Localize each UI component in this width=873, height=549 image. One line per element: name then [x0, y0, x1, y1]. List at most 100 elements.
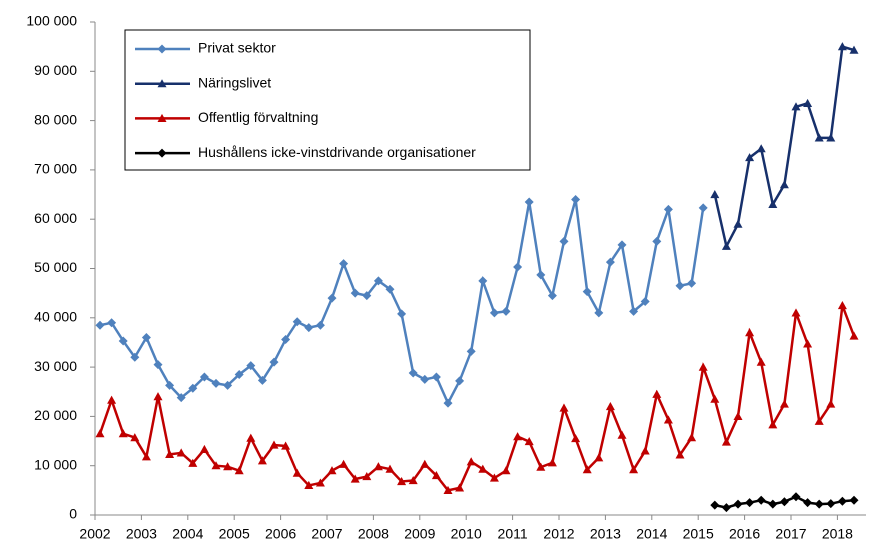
point: [547, 458, 557, 467]
point: [165, 380, 175, 390]
point: [745, 153, 755, 162]
x-tick-label: 2013: [590, 526, 621, 542]
point: [733, 219, 743, 228]
point: [675, 450, 685, 459]
point: [373, 276, 383, 286]
x-tick-label: 2018: [822, 526, 853, 542]
point: [315, 320, 325, 330]
point: [733, 411, 743, 420]
y-tick-label: 40 000: [34, 309, 77, 325]
point: [663, 415, 673, 424]
point: [849, 45, 859, 54]
point: [524, 197, 534, 207]
point: [629, 465, 639, 474]
point: [397, 476, 407, 486]
point: [373, 462, 383, 471]
point: [304, 480, 314, 490]
point: [791, 102, 801, 111]
point: [536, 270, 546, 280]
point: [803, 339, 813, 348]
point: [814, 499, 824, 509]
legend-label: Privat sektor: [198, 40, 276, 56]
point: [95, 429, 105, 438]
legend-label: Offentlig förvaltning: [198, 109, 318, 125]
point: [95, 320, 105, 330]
point: [130, 433, 140, 442]
point: [269, 440, 279, 449]
point: [431, 372, 441, 382]
point: [663, 204, 673, 214]
point: [687, 433, 697, 442]
series: [710, 492, 859, 513]
point: [779, 399, 789, 408]
point: [165, 449, 175, 458]
point: [710, 500, 720, 510]
point: [710, 190, 720, 199]
point: [362, 472, 372, 481]
legend-label: Hushållens icke-vinstdrivande organisati…: [198, 144, 476, 160]
series: [710, 42, 859, 250]
point: [571, 434, 581, 443]
point: [779, 180, 789, 189]
point: [501, 306, 511, 316]
point: [455, 376, 465, 386]
point: [350, 288, 360, 298]
point: [408, 368, 418, 378]
point: [733, 499, 743, 509]
point: [756, 357, 766, 366]
point: [118, 336, 128, 346]
point: [141, 452, 151, 461]
point: [281, 334, 291, 344]
x-tick-label: 2007: [311, 526, 342, 542]
point: [420, 459, 430, 468]
point: [513, 262, 523, 272]
point: [315, 478, 325, 487]
point: [157, 113, 167, 122]
point: [721, 503, 731, 513]
point: [118, 429, 128, 438]
point: [362, 291, 372, 301]
x-tick-label: 2004: [172, 526, 203, 542]
point: [617, 430, 627, 439]
point: [849, 495, 859, 505]
point: [292, 317, 302, 327]
point: [141, 333, 151, 343]
point: [246, 361, 256, 371]
legend: Privat sektor Näringslivet Offentlig förva…: [124, 29, 531, 171]
point: [466, 346, 476, 356]
point: [849, 331, 859, 340]
point: [721, 241, 731, 250]
point: [199, 444, 209, 454]
point: [675, 281, 685, 291]
series-line: [98, 305, 856, 492]
x-tick-label: 2002: [79, 526, 110, 542]
point: [803, 498, 813, 508]
x-tick-label: 2005: [219, 526, 250, 542]
point: [489, 308, 499, 318]
point: [339, 459, 349, 468]
y-tick-label: 10 000: [34, 456, 77, 472]
point: [791, 308, 801, 317]
x-tick-label: 2003: [126, 526, 157, 542]
point: [199, 372, 209, 382]
point: [652, 236, 662, 246]
point: [559, 236, 569, 246]
point: [837, 496, 847, 506]
point: [768, 420, 778, 429]
point: [455, 483, 465, 492]
point: [837, 42, 847, 51]
point: [211, 461, 221, 470]
point: [779, 497, 789, 507]
point: [710, 394, 720, 403]
point: [223, 462, 233, 471]
point: [594, 308, 604, 318]
point: [157, 79, 167, 88]
point: [176, 393, 186, 403]
point: [826, 133, 836, 142]
point: [257, 456, 267, 465]
point: [814, 133, 824, 142]
point: [339, 259, 349, 269]
point: [814, 416, 824, 425]
point: [188, 458, 198, 467]
point: [157, 148, 167, 158]
